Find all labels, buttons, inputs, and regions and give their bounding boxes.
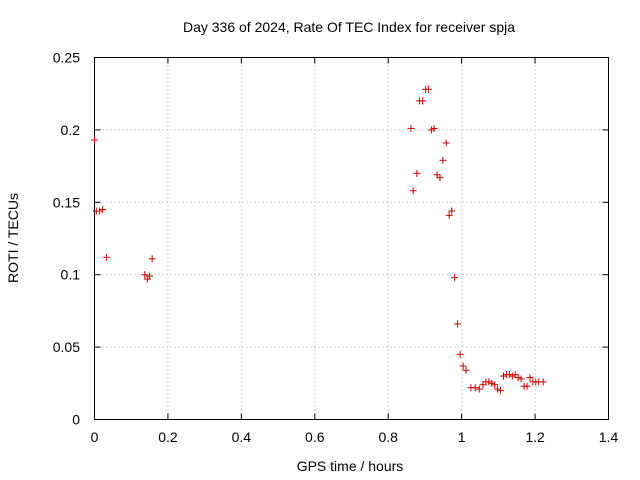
- data-point: [407, 124, 415, 132]
- x-tick-label: 1.2: [525, 429, 545, 445]
- data-point: [436, 174, 444, 182]
- data-point: [508, 372, 516, 380]
- grid-lines: [94, 57, 609, 420]
- data-point: [141, 271, 149, 279]
- data-point: [491, 381, 499, 389]
- data-point: [439, 156, 447, 164]
- data-point: [479, 381, 487, 389]
- data-point: [471, 384, 479, 392]
- data-point: [448, 207, 456, 215]
- x-tick-label: 0: [91, 429, 99, 445]
- data-point: [96, 207, 104, 215]
- y-axis-label: ROTI / TECUs: [5, 193, 21, 283]
- data-point: [430, 124, 438, 132]
- y-tick-label: 0.05: [53, 339, 80, 355]
- data-point: [505, 371, 513, 379]
- y-tick-label: 0.25: [53, 50, 80, 66]
- data-point: [425, 85, 433, 93]
- data-point: [103, 253, 111, 261]
- data-point: [454, 320, 462, 328]
- y-axis-tick-labels: 0 0.05 0.1 0.15 0.2 0.25: [53, 50, 80, 428]
- data-point: [459, 362, 467, 370]
- data-point: [497, 387, 505, 395]
- data-point: [526, 374, 534, 382]
- x-tick-label: 1: [458, 429, 466, 445]
- data-point: [499, 372, 507, 380]
- data-point: [451, 274, 459, 282]
- data-point: [488, 379, 496, 387]
- axis-ticks: [94, 57, 609, 420]
- x-axis-label: GPS time / hours: [297, 458, 404, 474]
- data-point: [99, 206, 107, 214]
- data-point: [523, 382, 531, 390]
- y-tick-label: 0.1: [61, 267, 81, 283]
- x-tick-label: 0.8: [378, 429, 398, 445]
- plot-frame: [94, 57, 609, 420]
- data-point: [146, 272, 154, 280]
- chart-title: Day 336 of 2024, Rate Of TEC Index for r…: [183, 19, 515, 35]
- y-tick-label: 0.15: [53, 194, 80, 210]
- x-axis-tick-labels: 0 0.2 0.4 0.6 0.8 1 1.2 1.4: [91, 429, 619, 445]
- x-tick-label: 0.6: [305, 429, 325, 445]
- y-tick-label: 0.2: [61, 122, 81, 138]
- data-point: [91, 136, 98, 144]
- data-point: [445, 211, 453, 219]
- data-point: [517, 375, 525, 383]
- data-point: [148, 255, 156, 263]
- data-point: [409, 187, 417, 195]
- x-tick-label: 1.4: [599, 429, 619, 445]
- data-point: [539, 378, 547, 386]
- data-points: [91, 85, 547, 395]
- x-tick-label: 0.4: [232, 429, 252, 445]
- data-point: [511, 371, 519, 379]
- y-tick-label: 0: [72, 412, 80, 428]
- data-point: [433, 171, 441, 179]
- data-point: [419, 97, 427, 105]
- data-point: [413, 169, 421, 177]
- data-point: [442, 139, 450, 147]
- data-point: [494, 385, 502, 393]
- data-point: [456, 350, 464, 358]
- data-point: [514, 374, 522, 382]
- data-point: [462, 366, 470, 374]
- x-tick-label: 0.2: [158, 429, 178, 445]
- data-point: [475, 385, 483, 393]
- data-point: [485, 378, 493, 386]
